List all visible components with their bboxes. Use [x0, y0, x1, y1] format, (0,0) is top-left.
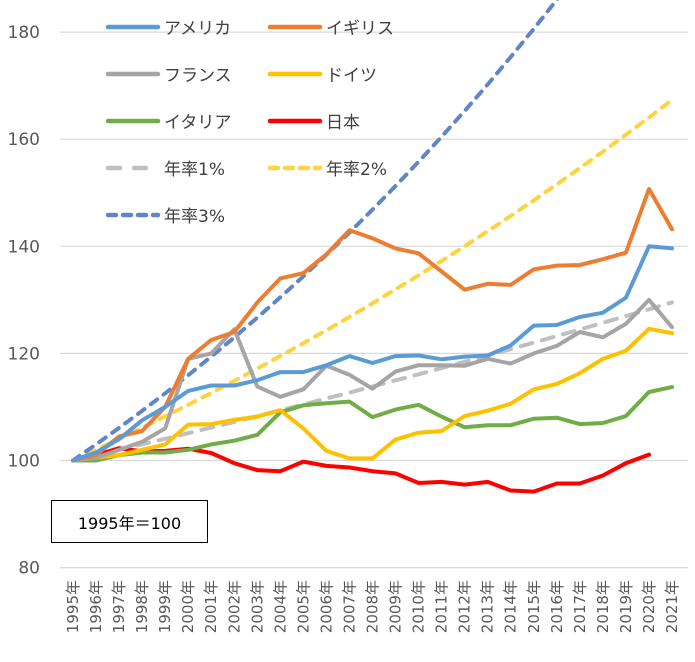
y-tick-label: 80: [18, 559, 40, 579]
x-tick-label: 2009年: [387, 580, 405, 633]
legend-label: アメリカ: [164, 19, 231, 39]
x-tick-label: 2000年: [179, 580, 197, 633]
x-tick-label: 2005年: [294, 580, 312, 633]
y-tick-label: 120: [8, 344, 40, 364]
series-line-2: [71, 297, 674, 463]
base-year-note: 1995年＝100: [51, 500, 208, 543]
y-tick-label: 180: [8, 23, 40, 43]
x-tick-label: 1996年: [87, 580, 105, 633]
x-tick-label: 2014年: [502, 580, 520, 633]
y-tick-label: 100: [8, 452, 40, 472]
legend-item: イギリス: [267, 19, 394, 39]
x-tick-label: 2019年: [617, 580, 635, 633]
x-tick-label: 2003年: [248, 580, 266, 633]
x-tick-label: 2020年: [640, 580, 658, 633]
x-tick-label: 2010年: [410, 580, 428, 633]
y-tick-label: 160: [8, 130, 40, 150]
x-tick-label: 2006年: [317, 580, 335, 633]
legend-label: イギリス: [326, 19, 394, 39]
legend-item: 年率2%: [267, 160, 387, 180]
series-line-1: [71, 187, 674, 463]
x-tick-label: 2012年: [456, 580, 474, 633]
legend-label: 年率3%: [164, 207, 225, 227]
y-tick-label: 140: [8, 237, 40, 257]
x-tick-label: 2015年: [525, 580, 543, 633]
legend-item: 日本: [267, 113, 360, 133]
legend-label: フランス: [164, 66, 232, 86]
series-line-7: [71, 97, 674, 463]
x-tick-label: 2007年: [340, 580, 358, 633]
series-line-8: [71, 0, 560, 463]
x-tick-label: 2018年: [594, 580, 612, 633]
x-tick-label: 1998年: [133, 580, 151, 633]
gridlines: [60, 31, 688, 569]
x-axis-ticks: 1995年 1996年 1997年 1998年 1999年 2000年 2001年 2002年…: [64, 580, 681, 633]
series-line-6: [71, 300, 674, 463]
legend-item: 年率1%: [105, 160, 225, 180]
x-tick-label: 2017年: [571, 580, 589, 633]
x-tick-label: 2021年: [663, 580, 681, 633]
legend-item: 年率3%: [105, 207, 225, 227]
x-tick-label: 2002年: [225, 580, 243, 633]
legend-item: フランス: [105, 66, 232, 86]
series-line-0: [71, 244, 674, 463]
series-line-3: [71, 326, 674, 463]
x-tick-label: 1999年: [156, 580, 174, 633]
legend-item: ドイツ: [267, 66, 377, 86]
x-tick-label: 2001年: [202, 580, 220, 633]
x-tick-label: 1995年: [64, 580, 82, 633]
legend-label: 年率2%: [326, 160, 387, 180]
legend-label: ドイツ: [326, 66, 377, 86]
x-tick-label: 2013年: [479, 580, 497, 633]
series-line-5: [71, 446, 651, 494]
series-lines: [71, 0, 674, 494]
x-tick-label: 2011年: [433, 580, 451, 633]
legend-label: 日本: [326, 113, 360, 133]
legend-item: イタリア: [105, 113, 231, 133]
legend-item: アメリカ: [105, 19, 231, 39]
x-tick-label: 2016年: [548, 580, 566, 633]
series-line-4: [71, 385, 674, 463]
x-tick-label: 2004年: [271, 580, 289, 633]
legend-label: イタリア: [164, 113, 231, 133]
y-axis-ticks: 80 100 120 140 160 180: [8, 23, 40, 579]
legend-label: 年率1%: [164, 160, 225, 180]
x-tick-label: 2008年: [364, 580, 382, 633]
x-tick-label: 1997年: [110, 580, 128, 633]
